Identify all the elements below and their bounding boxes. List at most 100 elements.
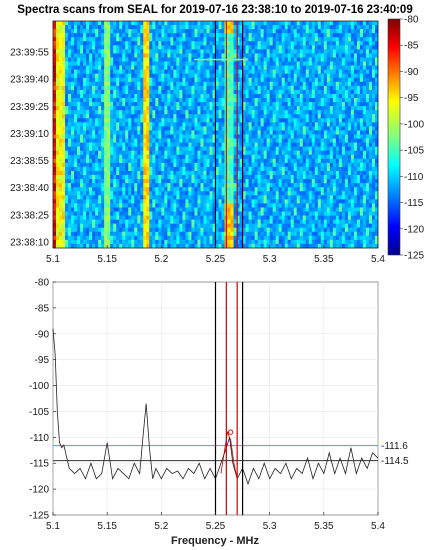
heatmap-cell bbox=[197, 29, 201, 34]
heatmap-cell bbox=[191, 191, 195, 196]
heatmap-cell bbox=[296, 69, 301, 74]
heatmap-cell bbox=[155, 179, 159, 184]
heatmap-cell bbox=[92, 158, 96, 164]
heatmap-cell bbox=[143, 73, 147, 79]
heatmap-cell bbox=[368, 45, 373, 50]
heatmap-cell bbox=[347, 142, 352, 147]
heatmap-cell bbox=[125, 25, 129, 30]
heatmap-cell bbox=[92, 150, 96, 156]
heatmap-cell bbox=[350, 102, 355, 107]
heatmap-cell bbox=[176, 93, 180, 99]
heatmap-cell bbox=[113, 110, 117, 115]
heatmap-cell bbox=[212, 146, 216, 152]
heatmap-cell bbox=[245, 106, 249, 111]
heatmap-cell bbox=[107, 126, 111, 131]
heatmap-cell bbox=[191, 49, 195, 54]
heatmap-cell bbox=[185, 85, 189, 91]
heatmap-cell bbox=[140, 37, 144, 42]
heatmap-cell bbox=[128, 65, 132, 70]
heatmap-cell bbox=[194, 130, 198, 135]
heatmap-cell bbox=[290, 187, 295, 192]
heatmap-cell bbox=[278, 130, 282, 135]
heatmap-cell bbox=[206, 81, 210, 87]
heatmap-cell bbox=[113, 138, 117, 143]
heatmap-cell bbox=[368, 199, 373, 204]
heatmap-cell bbox=[140, 93, 144, 99]
heatmap-cell bbox=[182, 158, 186, 164]
heatmap-cell bbox=[257, 45, 261, 50]
heatmap-cell bbox=[59, 57, 63, 62]
heatmap-cell bbox=[125, 65, 129, 70]
heatmap-cell bbox=[371, 49, 376, 54]
heatmap-cell bbox=[299, 53, 304, 58]
heatmap-cell bbox=[275, 130, 279, 135]
heatmap-cell bbox=[215, 93, 219, 99]
heatmap-cell bbox=[371, 114, 376, 119]
heatmap-cell bbox=[350, 134, 355, 139]
heatmap-cell bbox=[365, 49, 370, 54]
heatmap-cell bbox=[83, 179, 87, 184]
heatmap-cell bbox=[113, 199, 117, 204]
heatmap-cell bbox=[86, 106, 90, 111]
heatmap-cell bbox=[98, 61, 102, 66]
heatmap-cell bbox=[344, 89, 349, 95]
heatmap-cell bbox=[152, 53, 156, 58]
heatmap-cell bbox=[275, 179, 279, 184]
heatmap-cell bbox=[83, 130, 87, 135]
heatmap-cell bbox=[176, 25, 180, 30]
heatmap-cell bbox=[278, 106, 282, 111]
heatmap-cell bbox=[221, 142, 225, 147]
heatmap-cell bbox=[59, 37, 63, 42]
heatmap-cell bbox=[287, 114, 292, 119]
heatmap-cell bbox=[215, 134, 219, 139]
heatmap-cell bbox=[338, 203, 343, 208]
heatmap-cell bbox=[95, 179, 99, 184]
heatmap-cell bbox=[233, 73, 237, 79]
heatmap-cell bbox=[353, 118, 358, 123]
heatmap-cell bbox=[113, 207, 117, 212]
heatmap-cell bbox=[143, 203, 147, 208]
heatmap-cell bbox=[278, 199, 282, 204]
heatmap-cell bbox=[278, 166, 282, 172]
heatmap-cell bbox=[371, 183, 376, 188]
heatmap-cell bbox=[350, 179, 355, 184]
heatmap-cell bbox=[173, 45, 177, 50]
heatmap-cell bbox=[71, 158, 75, 164]
heatmap-cell bbox=[305, 203, 310, 208]
heatmap-cell bbox=[344, 73, 349, 79]
heatmap-cell bbox=[374, 122, 379, 127]
heatmap-cell bbox=[350, 65, 355, 70]
heatmap-cell bbox=[308, 187, 313, 192]
heatmap-cell bbox=[140, 61, 144, 66]
heatmap-cell bbox=[89, 114, 93, 119]
heatmap-cell bbox=[332, 110, 337, 115]
heatmap-cell bbox=[260, 166, 264, 172]
heatmap-cell bbox=[101, 158, 105, 164]
heatmap-cell bbox=[182, 25, 186, 30]
heatmap-cell bbox=[248, 158, 252, 164]
heatmap-cell bbox=[95, 61, 99, 66]
heatmap-cell bbox=[128, 146, 132, 152]
heatmap-cell bbox=[185, 49, 189, 54]
heatmap-cell bbox=[359, 93, 364, 99]
heatmap-cell bbox=[329, 102, 334, 107]
heatmap-cell bbox=[248, 37, 252, 42]
heatmap-cell bbox=[341, 49, 346, 54]
heatmap-cell bbox=[239, 170, 243, 176]
heatmap-cell bbox=[293, 170, 298, 176]
heatmap-cell bbox=[245, 85, 249, 91]
heatmap-cell bbox=[320, 57, 325, 62]
heatmap-cell bbox=[302, 138, 307, 143]
heatmap-cell bbox=[206, 146, 210, 152]
heatmap-cell bbox=[374, 106, 379, 111]
heatmap-cell bbox=[332, 29, 337, 34]
heatmap-cell bbox=[110, 61, 114, 66]
heatmap-cell bbox=[110, 195, 114, 200]
heatmap-cell bbox=[215, 85, 219, 91]
heatmap-cell bbox=[125, 134, 129, 139]
heatmap-cell bbox=[116, 110, 120, 115]
heatmap-cell bbox=[98, 150, 102, 156]
heatmap-cell bbox=[191, 89, 195, 95]
heatmap-cell bbox=[92, 65, 96, 70]
heatmap-cell bbox=[95, 81, 99, 87]
